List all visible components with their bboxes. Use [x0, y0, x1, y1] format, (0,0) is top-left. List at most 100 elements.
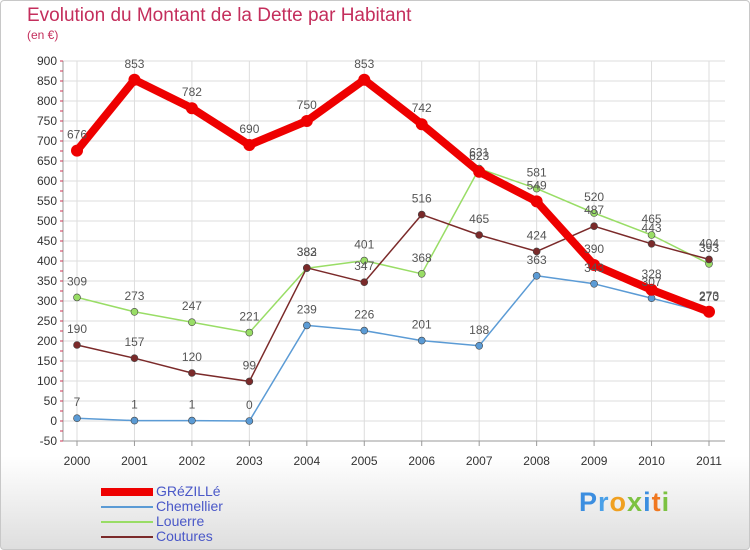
data-point [647, 240, 656, 248]
x-tick-label: 2011 [696, 454, 722, 468]
series-line-grézillé [73, 75, 711, 316]
logo-letter: o [609, 487, 628, 517]
legend-swatch [101, 536, 153, 538]
y-tick-label: 400 [37, 254, 57, 268]
y-tick-label: 350 [37, 274, 57, 288]
data-label: 742 [412, 101, 432, 115]
data-point [417, 210, 426, 219]
data-label: 443 [642, 221, 662, 235]
logo-letter: t [651, 487, 662, 517]
data-point [475, 231, 483, 239]
data-label: 383 [297, 245, 317, 259]
data-point [130, 354, 139, 363]
y-tick-label: 150 [37, 354, 57, 368]
x-tick-label: 2004 [293, 454, 320, 468]
data-label: 581 [527, 166, 547, 180]
data-label: 188 [469, 323, 489, 337]
series-layer [71, 73, 715, 425]
data-point [245, 417, 254, 425]
chart-title: Evolution du Montant de la Dette par Hab… [27, 5, 412, 26]
x-tick-label: 2000 [64, 454, 91, 468]
data-label: 782 [182, 85, 202, 99]
data-point [71, 144, 83, 157]
data-point [188, 369, 196, 377]
legend-label: GRéZILLé [156, 483, 221, 499]
data-point [705, 255, 713, 264]
data-label: 270 [699, 290, 719, 304]
data-label: 221 [239, 310, 259, 324]
data-point [588, 259, 601, 271]
data-point [590, 209, 598, 217]
chart-subtitle: (en €) [27, 28, 59, 42]
data-point [647, 231, 656, 239]
y-tick-label: 750 [37, 114, 57, 128]
data-label: 368 [412, 251, 432, 265]
y-tick-label: 500 [37, 214, 57, 228]
data-point [360, 326, 369, 335]
legend-label: Chemellier [156, 498, 223, 514]
legend-label: Louerre [156, 513, 205, 529]
data-label: 623 [469, 149, 489, 163]
legend-swatch [101, 488, 153, 496]
proxiti-logo: Proxiti [579, 487, 670, 518]
logo-letter: i [661, 487, 671, 517]
data-label: 487 [584, 203, 604, 217]
series-line-chemellier [76, 275, 710, 422]
data-point [360, 256, 369, 265]
data-point [73, 341, 81, 349]
data-label: 247 [182, 299, 202, 313]
logo-letter: i [643, 487, 652, 517]
y-tick-label: 700 [37, 134, 57, 148]
y-tick-label: 600 [37, 174, 57, 188]
data-point [645, 283, 658, 296]
logo-letter: P [579, 487, 599, 517]
data-point [360, 278, 369, 287]
x-tick-label: 2001 [121, 454, 148, 468]
y-tick-label: 300 [37, 294, 57, 308]
data-label: 424 [527, 228, 547, 242]
data-label: 465 [469, 212, 489, 226]
y-tick-label: -50 [40, 434, 58, 448]
data-point [530, 195, 543, 208]
data-label: 157 [124, 335, 144, 349]
data-point [703, 305, 715, 318]
data-label: 363 [527, 253, 547, 267]
x-tick-label: 2008 [523, 454, 550, 468]
data-label: 465 [642, 212, 662, 226]
data-point [188, 318, 196, 327]
x-tick-label: 2003 [236, 454, 263, 468]
data-point [417, 269, 426, 278]
x-tick-label: 2006 [408, 454, 435, 468]
logo-letter: r [598, 487, 610, 517]
data-point [185, 102, 198, 115]
data-label: 1 [189, 398, 196, 412]
series-line-coutures [76, 213, 710, 383]
data-point [243, 139, 256, 151]
data-point [188, 416, 196, 425]
data-label: 676 [67, 128, 87, 142]
data-label: 1 [131, 398, 138, 412]
y-tick-label: 250 [37, 314, 57, 328]
data-label: 382 [297, 245, 317, 259]
data-label: 273 [124, 289, 144, 303]
data-label: 401 [354, 238, 374, 252]
data-label: 404 [699, 236, 719, 250]
data-label: 239 [297, 302, 317, 316]
data-label-layer: 7 1 1 0 239 226 201 188 363 343 307 270 309 273 247 221… [67, 57, 719, 412]
data-label: 520 [584, 190, 604, 204]
x-tick-label: 2010 [638, 454, 665, 468]
data-point [300, 115, 313, 127]
grid-layer [63, 60, 725, 442]
data-point [73, 414, 81, 423]
legend-label: Coutures [156, 528, 213, 544]
data-label: 853 [124, 57, 144, 71]
y-tick-label: 650 [37, 154, 57, 168]
data-label: 516 [412, 192, 432, 206]
data-label: 309 [67, 274, 87, 288]
data-label: 631 [469, 146, 489, 160]
data-label: 390 [584, 242, 604, 256]
data-label: 99 [243, 358, 257, 372]
data-label: 328 [642, 267, 662, 281]
